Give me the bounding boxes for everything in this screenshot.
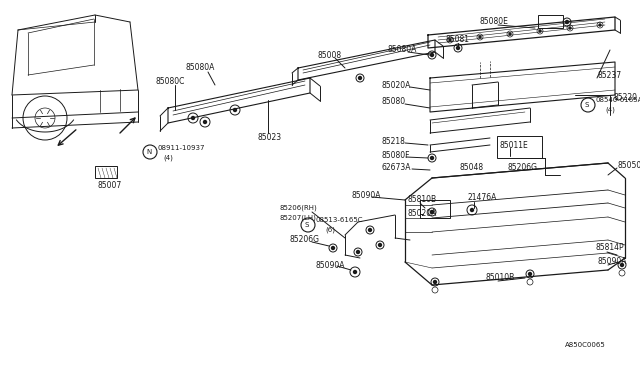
Text: 85007: 85007	[97, 180, 121, 189]
Text: 08513-6165C: 08513-6165C	[316, 217, 364, 223]
Text: 85814P: 85814P	[595, 244, 623, 253]
Circle shape	[332, 247, 335, 250]
Text: 85080F: 85080F	[382, 151, 410, 160]
Text: 85080A: 85080A	[388, 45, 417, 55]
Text: 85218: 85218	[382, 138, 406, 147]
Text: 08540-6165A: 08540-6165A	[596, 97, 640, 103]
Circle shape	[356, 250, 360, 253]
Circle shape	[509, 33, 511, 35]
Text: (4): (4)	[163, 155, 173, 161]
Text: 85048: 85048	[460, 164, 484, 173]
Text: S: S	[305, 222, 309, 228]
Circle shape	[569, 27, 571, 29]
Text: S: S	[585, 102, 589, 108]
Text: A850C0065: A850C0065	[565, 342, 605, 348]
Circle shape	[433, 280, 436, 283]
Circle shape	[470, 208, 474, 212]
Circle shape	[456, 46, 460, 49]
Circle shape	[358, 77, 362, 80]
Text: 85090A: 85090A	[352, 190, 381, 199]
Text: 62673A: 62673A	[382, 164, 412, 173]
Circle shape	[479, 36, 481, 38]
Text: 85080: 85080	[382, 97, 406, 106]
Circle shape	[529, 273, 531, 276]
Circle shape	[599, 24, 601, 26]
Text: 85810B: 85810B	[408, 196, 437, 205]
Circle shape	[431, 157, 433, 160]
Text: 85020A: 85020A	[408, 208, 437, 218]
Circle shape	[621, 263, 623, 266]
Text: 85023: 85023	[258, 134, 282, 142]
Circle shape	[378, 244, 381, 247]
Circle shape	[234, 109, 237, 112]
Bar	[538, 15, 563, 28]
Text: 85090A: 85090A	[597, 257, 627, 266]
Circle shape	[369, 228, 371, 231]
Circle shape	[449, 39, 451, 41]
Circle shape	[431, 54, 433, 57]
Bar	[95, 166, 117, 178]
Text: 85008: 85008	[318, 51, 342, 60]
Text: 85011E: 85011E	[499, 141, 528, 150]
Text: 85220: 85220	[613, 93, 637, 103]
Text: 85010B: 85010B	[485, 273, 515, 282]
Text: 85207(LH): 85207(LH)	[280, 215, 317, 221]
Text: 85206G: 85206G	[290, 235, 320, 244]
Text: 08911-10937: 08911-10937	[158, 145, 205, 151]
Text: N: N	[147, 149, 152, 155]
Text: 85206G: 85206G	[508, 164, 538, 173]
Text: 85081: 85081	[446, 35, 470, 45]
Text: 21476A: 21476A	[467, 193, 497, 202]
Text: 85050: 85050	[617, 160, 640, 170]
Text: 85080A: 85080A	[185, 64, 214, 73]
Circle shape	[191, 116, 195, 119]
Text: 85090A: 85090A	[315, 260, 344, 269]
Text: (4): (4)	[605, 107, 615, 113]
Text: 85080C: 85080C	[155, 77, 184, 87]
Circle shape	[539, 30, 541, 32]
Text: 85080E: 85080E	[480, 17, 509, 26]
Text: 85020A: 85020A	[382, 80, 412, 90]
Circle shape	[204, 121, 207, 124]
Text: 85237: 85237	[597, 71, 621, 80]
Text: (6): (6)	[325, 227, 335, 233]
Bar	[497, 136, 542, 158]
Text: 85206(RH): 85206(RH)	[280, 205, 317, 211]
Circle shape	[566, 20, 568, 23]
Bar	[420, 200, 450, 218]
Circle shape	[353, 270, 356, 273]
Circle shape	[431, 211, 433, 214]
